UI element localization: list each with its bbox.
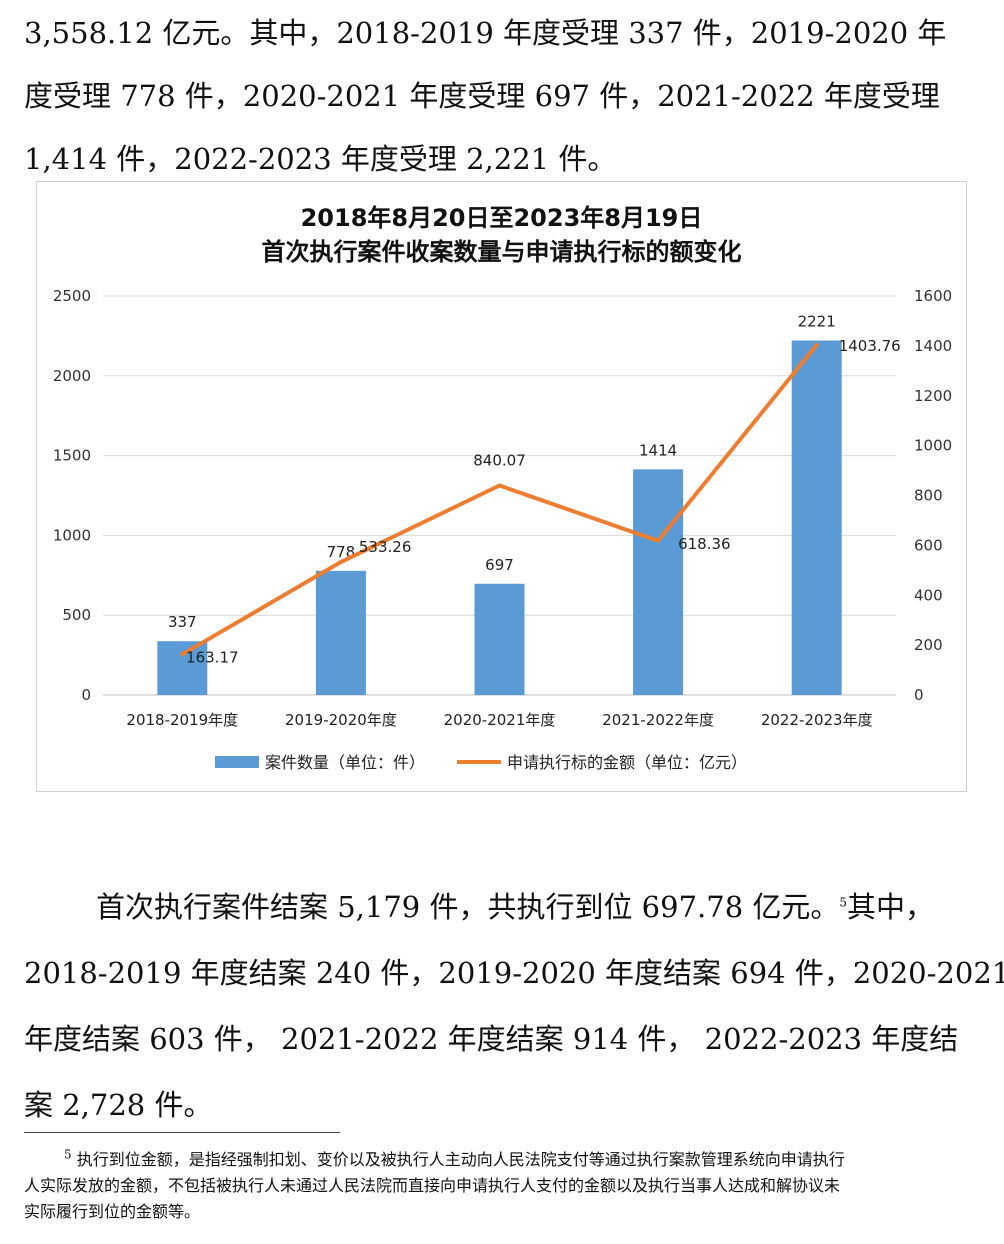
closing-line-1-tail: 其中， bbox=[847, 890, 935, 924]
line-value-label: 1403.76 bbox=[839, 337, 901, 355]
y-left-tick-label: 1500 bbox=[53, 447, 91, 465]
bar bbox=[474, 583, 525, 695]
y-right-tick-label: 0 bbox=[914, 686, 924, 704]
legend-bar-swatch bbox=[215, 756, 259, 768]
y-right-tick-label: 400 bbox=[914, 586, 943, 604]
line-point bbox=[180, 652, 185, 657]
closing-line-1-text: 首次执行案件结案 5,179 件，共执行到位 697.78 亿元。 bbox=[96, 890, 840, 924]
chart-title-line-2: 首次执行案件收案数量与申请执行标的额变化 bbox=[261, 238, 742, 266]
footnote-line-2: 人实际发放的金额，不包括被执行人未通过人民法院而直接向申请执行人支付的金额以及执… bbox=[24, 1176, 841, 1195]
footnote-text-1: 执行到位金额，是指经强制扣划、变价以及被执行人主动向人民法院支付等通过执行案款管… bbox=[76, 1150, 845, 1169]
closing-line-3: 年度结案 603 件， 2021-2022 年度结案 914 件， 2022-2… bbox=[24, 1022, 959, 1056]
intro-line-3: 1,414 件，2022-2023 年度受理 2,221 件。 bbox=[24, 142, 617, 176]
y-left-tick-label: 2000 bbox=[53, 367, 91, 385]
x-tick-label: 2021-2022年度 bbox=[602, 711, 714, 729]
y-right-tick-label: 200 bbox=[914, 636, 943, 654]
bar bbox=[315, 570, 366, 695]
y-left-tick-label: 500 bbox=[62, 606, 91, 624]
y-left-tick-label: 1000 bbox=[53, 526, 91, 544]
bar-value-label: 778 bbox=[327, 543, 356, 561]
intro-line-1: 3,558.12 亿元。其中，2018-2019 年度受理 337 件，2019… bbox=[24, 16, 947, 50]
x-tick-label: 2018-2019年度 bbox=[126, 711, 238, 729]
bar-value-label: 697 bbox=[485, 556, 514, 574]
bar-value-label: 1414 bbox=[639, 441, 677, 459]
bar bbox=[157, 641, 208, 695]
footnote-line-3: 实际履行到位的金额等。 bbox=[24, 1202, 201, 1221]
x-tick-label: 2019-2020年度 bbox=[285, 711, 397, 729]
footnote-ref[interactable]: 5 bbox=[839, 895, 848, 910]
x-tick-label: 2020-2021年度 bbox=[444, 711, 556, 729]
line-point bbox=[814, 342, 819, 347]
y-left-tick-label: 2500 bbox=[53, 287, 91, 305]
closing-line-1: 首次执行案件结案 5,179 件，共执行到位 697.78 亿元。5其中， bbox=[96, 884, 934, 926]
closing-line-4: 案 2,728 件。 bbox=[24, 1088, 213, 1122]
line-value-label: 618.36 bbox=[678, 535, 731, 553]
y-right-tick-label: 600 bbox=[914, 536, 943, 554]
line-point bbox=[338, 560, 343, 565]
y-right-tick-label: 1600 bbox=[914, 287, 952, 305]
bar bbox=[791, 340, 842, 695]
bar bbox=[633, 469, 684, 695]
closing-line-2: 2018-2019 年度结案 240 件，2019-2020 年度结案 694 … bbox=[24, 956, 1004, 990]
y-right-tick-label: 1200 bbox=[914, 387, 952, 405]
legend-line-label: 申请执行标的金额（单位：亿元） bbox=[507, 753, 747, 772]
y-right-tick-label: 1000 bbox=[914, 437, 952, 455]
line-point bbox=[656, 538, 661, 543]
combo-chart: 0 500 1000 1500 2000 2500 0 200 400 600 800 1000 120… bbox=[53, 287, 952, 772]
bar-value-label: 337 bbox=[168, 613, 197, 631]
intro-line-2: 度受理 778 件，2020-2021 年度受理 697 件，2021-2022… bbox=[24, 79, 940, 113]
y-left-tick-label: 0 bbox=[81, 686, 91, 704]
y-right-tick-label: 800 bbox=[914, 487, 943, 505]
legend-bar-label: 案件数量（单位：件） bbox=[265, 753, 425, 772]
footnote-mark: 5 bbox=[64, 1147, 72, 1162]
bar-value-label: 2221 bbox=[798, 313, 836, 331]
footnote-divider bbox=[24, 1132, 340, 1133]
line-value-label: 840.07 bbox=[473, 452, 526, 470]
line-point bbox=[497, 483, 502, 488]
line-value-label: 163.17 bbox=[186, 648, 239, 666]
x-tick-label: 2022-2023年度 bbox=[761, 711, 873, 729]
chart-container: 2018年8月20日至2023年8月19日 首次执行案件收案数量与申请执行标的额… bbox=[36, 181, 967, 792]
chart-title-line-1: 2018年8月20日至2023年8月19日 bbox=[300, 204, 703, 232]
line-value-label: 533.26 bbox=[359, 538, 412, 556]
footnote-line-1: 5 执行到位金额，是指经强制扣划、变价以及被执行人主动向人民法院支付等通过执行案… bbox=[64, 1146, 845, 1170]
y-right-tick-label: 1400 bbox=[914, 337, 952, 355]
